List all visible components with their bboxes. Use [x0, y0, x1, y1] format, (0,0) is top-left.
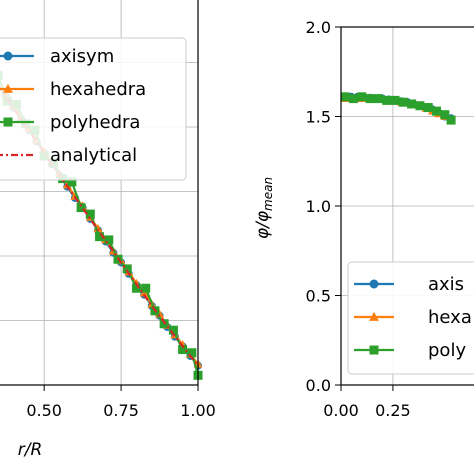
right-x-tick-label: 0.00 — [323, 401, 359, 420]
left-x-axis-label: r/R — [18, 440, 43, 460]
left-point-polyhedra — [104, 235, 114, 245]
right-y-tick-label: 1.0 — [306, 197, 331, 216]
left-point-polyhedra — [67, 177, 77, 187]
right-y-ticks: 0.0 0.5 1.0 1.5 2.0 — [306, 18, 341, 395]
right-y-tick-label: 0.5 — [306, 287, 331, 306]
right-y-tick-label: 2.0 — [306, 18, 331, 37]
left-legend-marker-polyhedra — [3, 117, 13, 127]
right-y-axis-label: φ/φmean — [253, 177, 275, 239]
right-point-polyhedra — [382, 95, 392, 105]
left-legend-label-analytical: analytical — [50, 145, 137, 166]
left-point-polyhedra — [95, 232, 105, 242]
left-point-polyhedra — [131, 283, 141, 293]
left-legend: axisym hexahedra polyhedra analytical — [0, 37, 187, 181]
left-x-tick-label: 0.75 — [103, 401, 139, 420]
right-point-polyhedra — [348, 94, 358, 104]
right-point-polyhedra — [415, 101, 425, 111]
right-y-tick-label: 1.5 — [306, 108, 331, 127]
left-point-polyhedra — [187, 348, 197, 358]
right-point-polyhedra — [398, 97, 408, 107]
left-panel: 0.50 0.75 1.00 r/R axisym hexahedra polyhedr… — [0, 0, 216, 460]
left-legend-label-hexahedra: hexahedra — [50, 79, 146, 100]
left-point-polyhedra — [85, 209, 95, 219]
right-y-tick-label: 0.0 — [306, 376, 331, 395]
right-x-tick-label: 0.25 — [375, 401, 411, 420]
left-x-tick-label: 1.00 — [180, 401, 216, 420]
right-legend-label-hexahedra: hexa — [428, 307, 472, 328]
left-legend-label-axisym: axisym — [50, 46, 114, 67]
right-point-polyhedra — [446, 115, 456, 125]
left-legend-box — [0, 37, 187, 181]
left-point-polyhedra — [76, 203, 86, 213]
right-point-polyhedra — [365, 94, 375, 104]
right-point-polyhedra — [432, 106, 442, 116]
right-legend: axis hexa poly — [347, 261, 474, 375]
right-point-polyhedra — [423, 103, 433, 113]
right-x-ticks: 0.00 0.25 — [323, 385, 411, 420]
right-point-polyhedra — [340, 92, 350, 102]
left-point-polyhedra — [122, 264, 132, 274]
right-legend-label-polyhedra: poly — [428, 340, 466, 361]
left-point-polyhedra — [141, 283, 151, 293]
left-x-ticks: 0.50 0.75 1.00 — [26, 385, 216, 420]
left-x-tick-label: 0.50 — [26, 401, 62, 420]
left-point-polyhedra — [178, 345, 188, 355]
right-legend-box — [347, 261, 474, 375]
left-legend-marker-hexahedra — [3, 83, 13, 93]
right-legend-label-axisym: axis — [428, 274, 464, 295]
right-legend-marker-hexahedra — [369, 311, 379, 321]
right-legend-marker-polyhedra — [369, 345, 379, 355]
right-point-polyhedra — [407, 99, 417, 109]
left-legend-label-polyhedra: polyhedra — [50, 112, 140, 133]
right-panel: 0.00 0.25 0.0 0.5 1.0 1.5 2.0 φ/φmean axis hex… — [253, 18, 474, 420]
right-point-polyhedra — [440, 110, 450, 120]
right-legend-marker-axisym — [369, 279, 379, 289]
left-legend-marker-axisym — [3, 51, 13, 61]
right-point-polyhedra — [357, 92, 367, 102]
right-point-polyhedra — [373, 94, 383, 104]
right-point-polyhedra — [390, 95, 400, 105]
left-point-polyhedra — [168, 325, 178, 335]
left-axes-frame — [0, 0, 199, 386]
